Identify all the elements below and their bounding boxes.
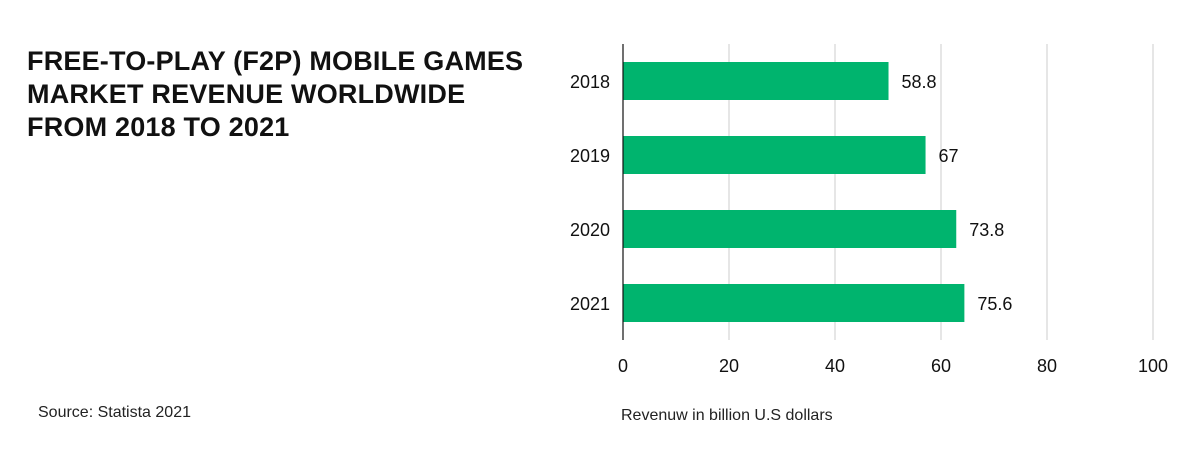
category-label-2019: 2019 — [570, 146, 610, 166]
category-label-2021: 2021 — [570, 294, 610, 314]
x-axis-label: Revenuw in billion U.S dollars — [621, 407, 833, 424]
bar-2019 — [623, 136, 926, 174]
category-label-2018: 2018 — [570, 72, 610, 92]
x-tick-label: 40 — [825, 356, 845, 376]
data-label-2018: 58.8 — [902, 72, 937, 92]
x-tick-label: 60 — [931, 356, 951, 376]
x-tick-label: 0 — [618, 356, 628, 376]
data-label-2019: 67 — [939, 146, 959, 166]
category-label-2020: 2020 — [570, 220, 610, 240]
x-tick-label: 80 — [1037, 356, 1057, 376]
x-tick-labels: 0 20 40 60 80 100 — [618, 356, 1168, 376]
data-label-2020: 73.8 — [969, 220, 1004, 240]
bar-2020 — [623, 210, 957, 248]
source-note: Source: Statista 2021 — [38, 404, 191, 421]
data-labels: 58.8 67 73.8 75.6 — [902, 72, 1013, 314]
x-tick-label: 100 — [1138, 356, 1168, 376]
data-label-2021: 75.6 — [977, 294, 1012, 314]
bar-2021 — [623, 284, 965, 322]
category-labels: 2018 2019 2020 2021 — [570, 72, 610, 314]
x-tick-label: 20 — [719, 356, 739, 376]
bar-2018 — [623, 62, 889, 100]
bars — [623, 62, 965, 322]
chart-title: FREE-TO-PLAY (F2P) MOBILE GAMES MARKET R… — [27, 46, 524, 142]
